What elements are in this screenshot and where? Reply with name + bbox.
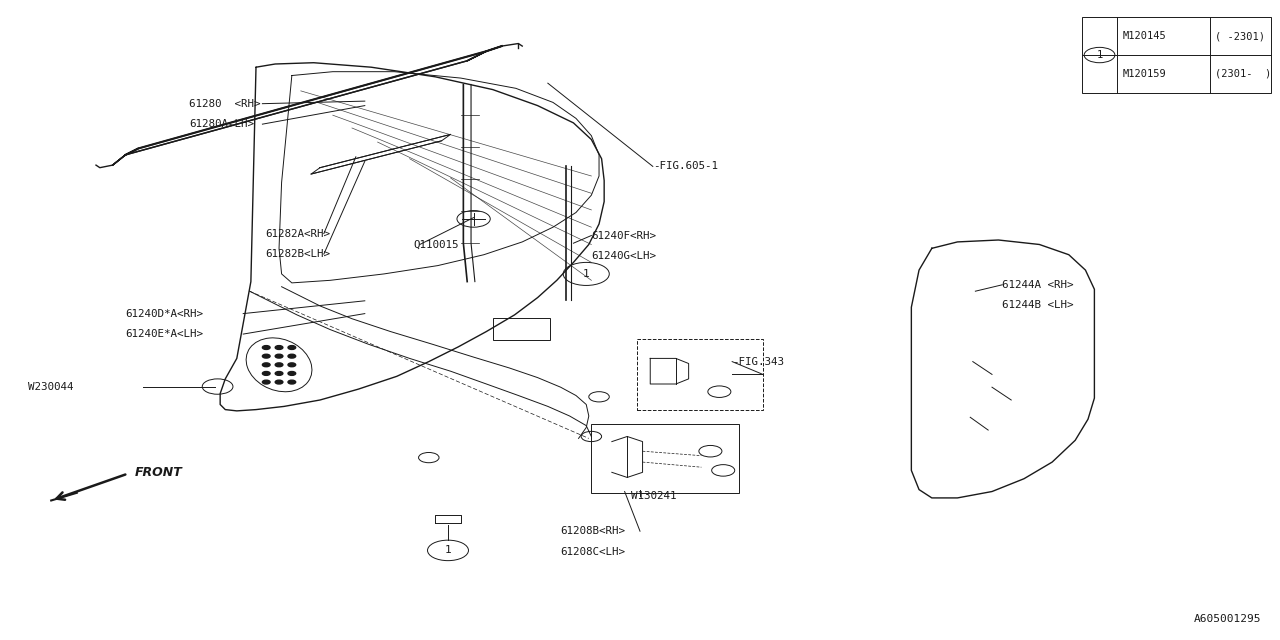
Circle shape (288, 380, 296, 384)
Text: 61240E*A<LH>: 61240E*A<LH> (125, 329, 204, 339)
Circle shape (275, 354, 283, 358)
Text: 61282A<RH>: 61282A<RH> (265, 228, 330, 239)
Bar (493, 318, 550, 340)
Bar (637, 339, 763, 410)
Text: 61240G<LH>: 61240G<LH> (591, 251, 657, 261)
Circle shape (288, 354, 296, 358)
Text: M120145: M120145 (1123, 31, 1166, 41)
Text: 61240D*A<RH>: 61240D*A<RH> (125, 308, 204, 319)
Text: 1: 1 (582, 269, 590, 279)
Text: W130241: W130241 (631, 491, 677, 501)
Circle shape (262, 354, 270, 358)
Text: 61280A<LH>: 61280A<LH> (189, 119, 255, 129)
Circle shape (275, 371, 283, 375)
Text: -FIG.605-1: -FIG.605-1 (653, 161, 718, 172)
Text: 1: 1 (1097, 50, 1102, 60)
Text: Q110015: Q110015 (413, 239, 460, 250)
Bar (591, 424, 739, 493)
Text: W230044: W230044 (28, 381, 74, 392)
Circle shape (288, 371, 296, 375)
Text: 61208B<RH>: 61208B<RH> (561, 526, 626, 536)
Text: 61240F<RH>: 61240F<RH> (591, 230, 657, 241)
Text: A605001295: A605001295 (1193, 614, 1261, 624)
Circle shape (275, 346, 283, 349)
Circle shape (262, 363, 270, 367)
Text: 61244B <LH>: 61244B <LH> (1002, 300, 1074, 310)
Text: 61282B<LH>: 61282B<LH> (265, 249, 330, 259)
Text: M120159: M120159 (1123, 69, 1166, 79)
Circle shape (275, 380, 283, 384)
Text: ( -2301): ( -2301) (1215, 31, 1265, 41)
Text: 61244A <RH>: 61244A <RH> (1002, 280, 1074, 290)
Text: (2301-  ): (2301- ) (1215, 69, 1271, 79)
Text: 1: 1 (444, 545, 452, 556)
Text: 61280  <RH>: 61280 <RH> (189, 99, 261, 109)
Circle shape (262, 371, 270, 375)
Circle shape (262, 380, 270, 384)
Circle shape (288, 346, 296, 349)
Circle shape (288, 363, 296, 367)
Bar (1082, 17, 1271, 93)
Text: 61208C<LH>: 61208C<LH> (561, 547, 626, 557)
Circle shape (275, 363, 283, 367)
Circle shape (262, 346, 270, 349)
Text: FRONT: FRONT (134, 466, 182, 479)
Text: -FIG.343: -FIG.343 (732, 356, 785, 367)
